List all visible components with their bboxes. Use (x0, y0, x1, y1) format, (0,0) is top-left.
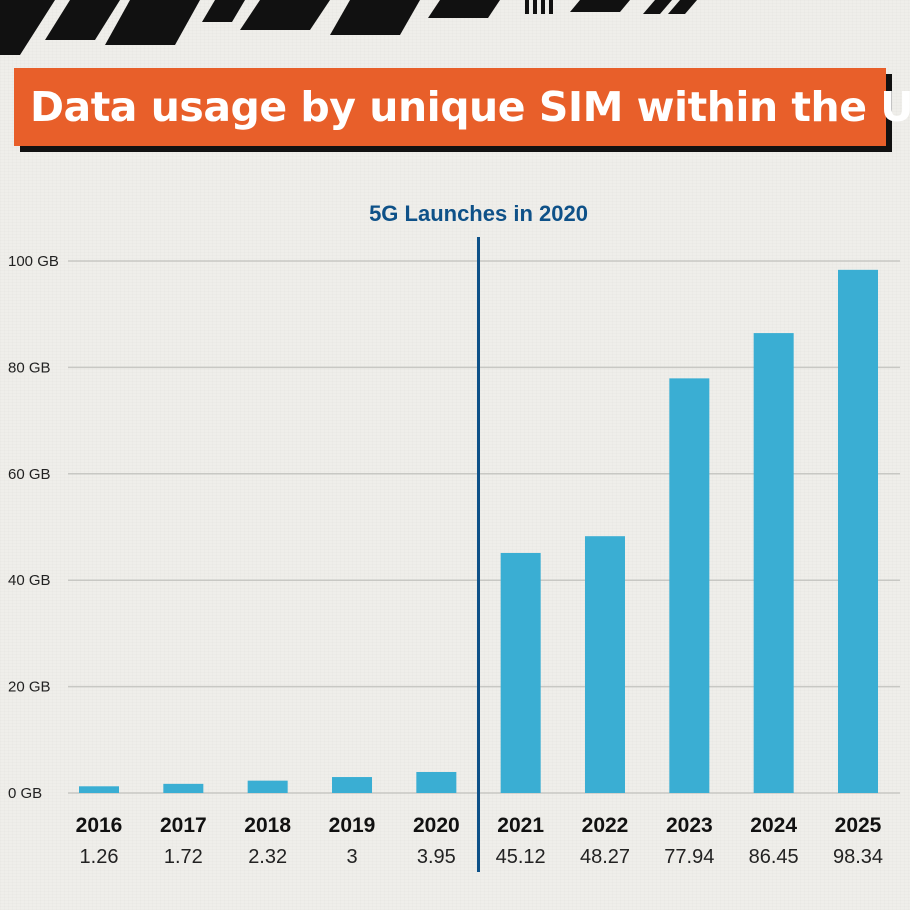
bar-2020 (416, 771, 457, 793)
x-tick-label: 2020 (413, 814, 460, 837)
data-label: 86.45 (749, 846, 799, 868)
header-decoration (0, 0, 697, 55)
data-label: 2.32 (248, 846, 287, 868)
bars (79, 269, 878, 794)
x-tick-label: 2016 (76, 814, 123, 837)
y-tick-label: 40 GB (8, 572, 51, 589)
data-label: 3.95 (417, 846, 456, 868)
title-banner: Data usage by unique SIM within the UK (14, 68, 910, 146)
y-tick-label: 100 GB (8, 253, 59, 270)
y-axis-ticks: 0 GB 20 GB 40 GB 60 GB 80 GB 100 GB (8, 253, 59, 802)
x-tick-label: 2021 (497, 814, 544, 837)
x-tick-label: 2022 (582, 814, 629, 837)
x-axis-labels: 2016 2017 2018 2019 2020 2021 2022 2023 2024 2025 (76, 814, 882, 837)
data-labels: 1.26 1.72 2.32 3 3.95 45.12 48.27 77.94 86.45 98.… (80, 846, 884, 868)
data-label: 98.34 (833, 846, 883, 868)
bar-2023 (669, 378, 710, 793)
bar-2025 (838, 269, 878, 794)
data-label: 1.26 (80, 846, 119, 868)
bar-2019 (332, 777, 372, 793)
data-label: 1.72 (164, 846, 203, 868)
x-tick-label: 2023 (666, 814, 713, 837)
data-label: 45.12 (496, 846, 546, 868)
y-tick-label: 60 GB (8, 466, 51, 483)
y-tick-label: 80 GB (8, 359, 51, 376)
x-tick-label: 2024 (750, 814, 797, 837)
y-tick-label: 20 GB (8, 679, 51, 696)
5g-launch-annotation: 5G Launches in 2020 (369, 201, 588, 226)
x-tick-label: 2018 (244, 814, 291, 837)
chart-title: Data usage by unique SIM within the UK (30, 83, 910, 131)
y-tick-label: 0 GB (8, 785, 42, 802)
bar-2018 (247, 780, 288, 793)
x-tick-label: 2019 (329, 814, 376, 837)
data-label: 3 (346, 846, 357, 868)
bar-2017 (163, 783, 204, 793)
data-label: 77.94 (664, 846, 714, 868)
bar-2016 (79, 786, 119, 793)
x-tick-label: 2017 (160, 814, 207, 837)
data-label: 48.27 (580, 846, 630, 868)
bar-2024 (753, 333, 794, 793)
x-tick-label: 2025 (835, 814, 882, 837)
bar-2022 (585, 536, 625, 793)
bar-2021 (500, 552, 541, 793)
